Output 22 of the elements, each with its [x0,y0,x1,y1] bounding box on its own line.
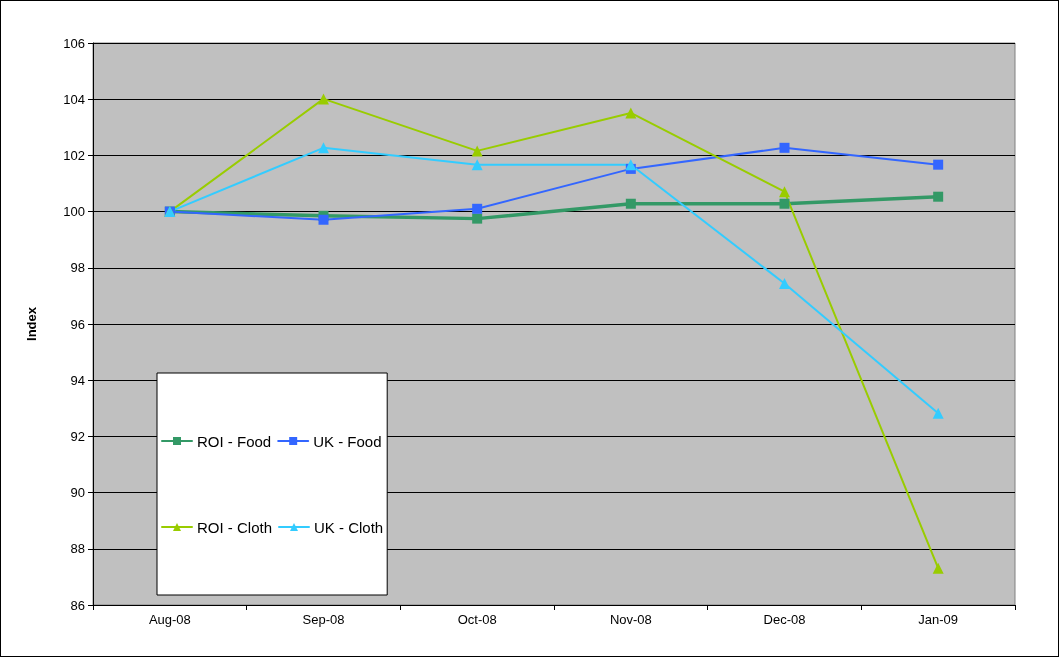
y-tick-label: 96 [70,316,85,332]
legend-label: UK - Food [313,432,382,450]
y-tick-label: 98 [70,260,85,276]
legend-label: ROI - Cloth [197,518,273,536]
legend-label: ROI - Food [197,432,272,450]
x-tick-label: Dec-08 [763,612,806,627]
y-tick-label: 104 [63,91,85,107]
y-tick-label: 102 [63,147,85,163]
x-tick-label: Oct-08 [457,612,497,627]
y-axis-title: Index [24,306,39,341]
y-tick-label: 90 [70,485,85,501]
y-tick-label: 86 [70,597,85,613]
y-tick-label: 100 [63,204,85,220]
y-tick-label: 94 [70,372,85,388]
y-tick-label: 106 [63,35,85,51]
y-tick-label: 92 [70,428,85,444]
legend-label: UK - Cloth [314,518,384,536]
y-tick-label: 88 [70,541,85,557]
x-tick-label: Aug-08 [148,612,191,627]
x-tick-label: Sep-08 [302,612,345,627]
x-tick-label: Nov-08 [609,612,652,627]
x-tick-label: Jan-09 [918,612,959,627]
